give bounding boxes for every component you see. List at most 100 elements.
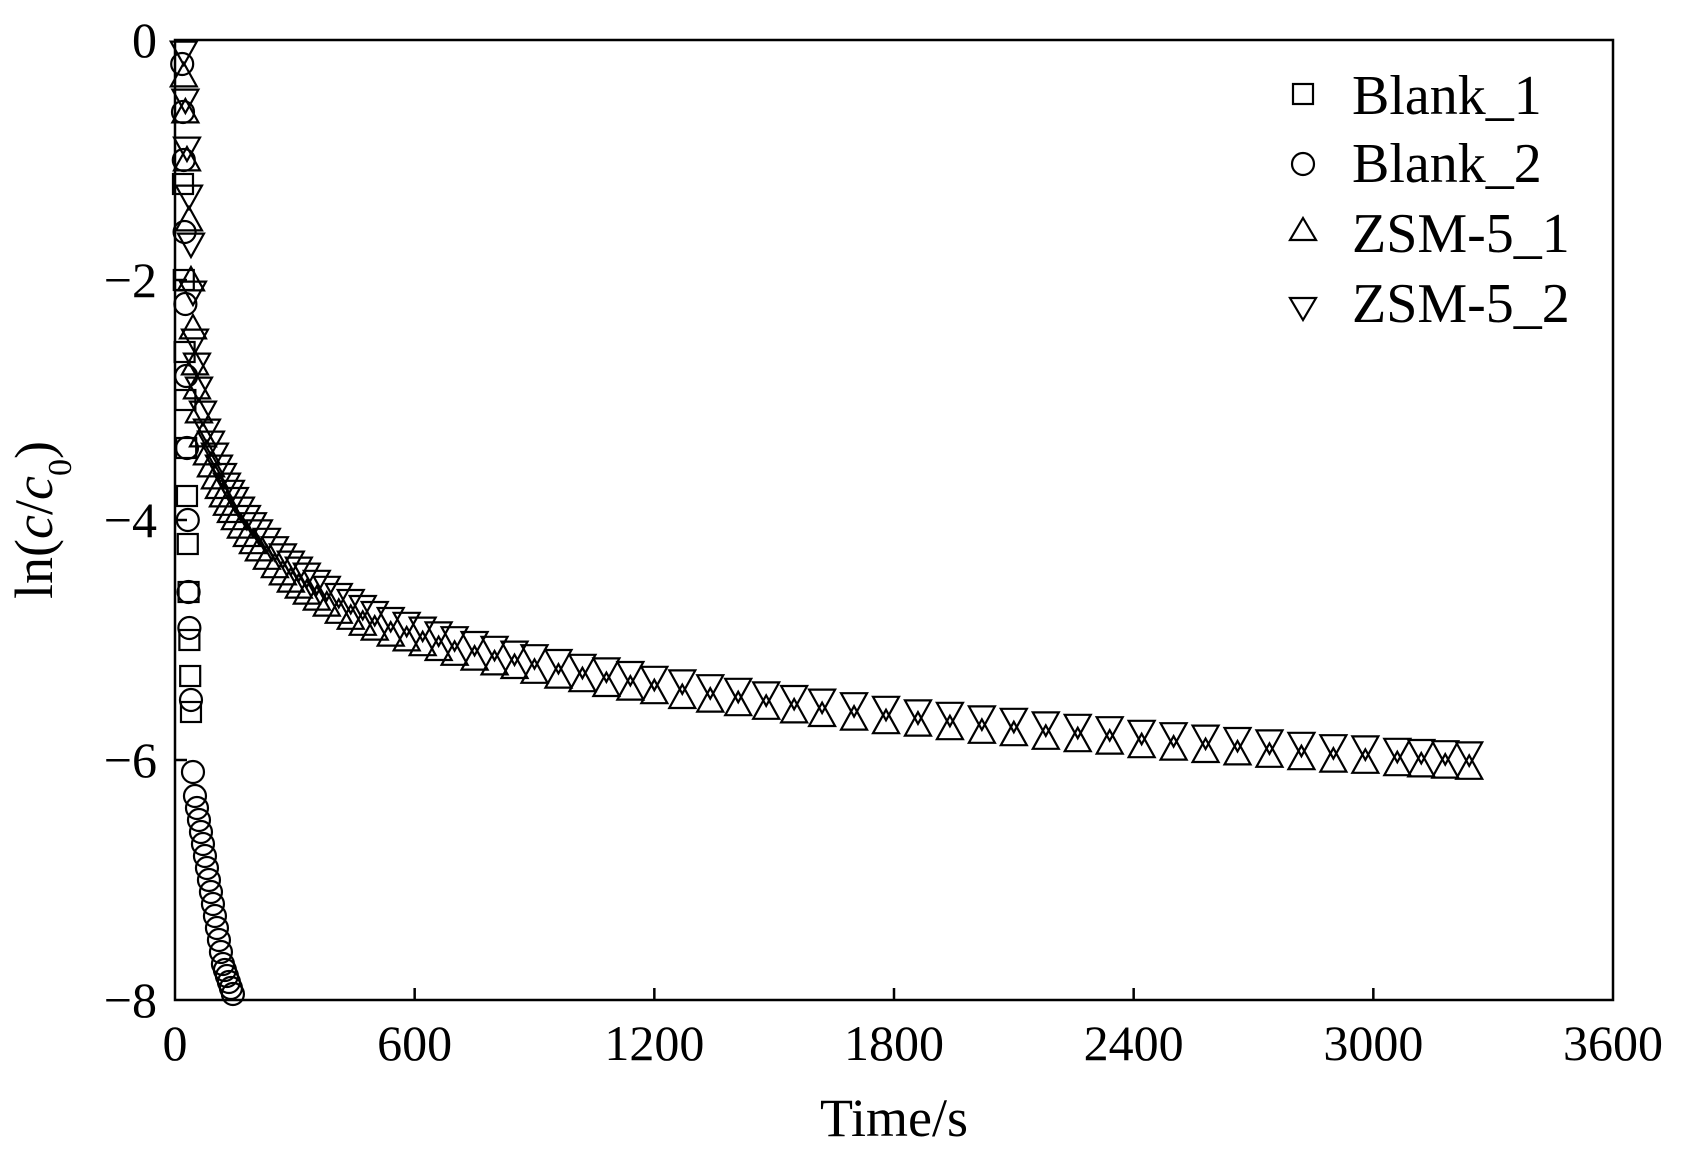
data-point — [1406, 750, 1437, 778]
data-point — [615, 660, 646, 688]
data-point — [903, 699, 933, 727]
y-tick-label: −8 — [104, 972, 157, 1028]
data-point — [174, 204, 204, 232]
data-point — [499, 640, 530, 668]
data-point — [194, 855, 220, 881]
legend-label: Blank_2 — [1352, 133, 1542, 195]
series-blank-1 — [171, 172, 203, 724]
data-point — [174, 388, 197, 412]
data-point — [168, 60, 199, 88]
data-point — [639, 665, 670, 693]
data-point — [375, 619, 406, 647]
data-point — [259, 536, 290, 563]
data-point — [935, 713, 965, 741]
legend-label: Blank_1 — [1352, 65, 1542, 127]
data-point — [177, 580, 200, 604]
legend-item-blank-2: Blank_2 — [1290, 133, 1542, 195]
legend-item-zsm-5-2: ZSM-5_2 — [1288, 273, 1570, 335]
data-point — [903, 709, 933, 737]
data-point — [1254, 741, 1285, 768]
data-point — [178, 312, 208, 340]
data-point — [423, 634, 454, 662]
data-point — [184, 795, 210, 821]
data-point — [172, 136, 202, 164]
data-point — [479, 635, 510, 663]
data-point — [439, 639, 470, 666]
data-point — [967, 705, 997, 733]
data-point — [667, 682, 698, 710]
y-tick-label: −6 — [104, 732, 157, 788]
data-point — [170, 88, 201, 116]
data-point — [176, 579, 201, 605]
data-point — [1030, 711, 1061, 739]
data-point — [1286, 743, 1317, 771]
legend-item-zsm-5-1: ZSM-5_1 — [1288, 203, 1570, 265]
data-point — [1222, 738, 1253, 766]
data-point — [1318, 734, 1349, 761]
x-axis-ticks: 0 600 1200 1800 2400 3000 3600 — [163, 988, 1663, 1071]
data-point — [196, 867, 222, 893]
data-point — [543, 661, 574, 689]
data-point — [1430, 751, 1461, 779]
data-point — [1158, 733, 1189, 761]
legend: Blank_1 Blank_2 ZSM-5_1 ZSM-5_2 — [1288, 65, 1570, 335]
data-point — [871, 695, 901, 723]
data-point — [175, 507, 200, 533]
data-point — [267, 543, 298, 571]
data-point — [1454, 753, 1485, 780]
data-point — [252, 527, 282, 555]
x-tick-label: 0 — [163, 1015, 188, 1071]
legend-marker-square — [1291, 82, 1315, 106]
data-point — [723, 689, 754, 717]
legend-label: ZSM-5_2 — [1352, 273, 1570, 335]
data-point — [499, 652, 530, 680]
data-point — [180, 759, 206, 785]
data-point — [519, 657, 550, 684]
data-point — [174, 435, 200, 461]
data-point — [1254, 729, 1285, 757]
data-point — [170, 51, 195, 77]
data-point — [168, 40, 199, 68]
data-point — [1350, 735, 1381, 763]
data-point — [839, 703, 869, 731]
data-point — [301, 569, 332, 597]
data-point — [1062, 725, 1093, 753]
x-axis-title: Time/s — [820, 1088, 968, 1148]
data-point — [323, 597, 354, 624]
data-point — [1126, 731, 1157, 759]
data-point — [176, 532, 199, 556]
data-point — [198, 879, 224, 905]
data-point — [244, 519, 274, 547]
x-tick-label: 1800 — [844, 1015, 944, 1071]
data-point — [178, 687, 204, 713]
legend-label: ZSM-5_1 — [1352, 203, 1570, 265]
data-point — [202, 903, 228, 929]
data-point — [200, 891, 226, 917]
data-point — [1190, 736, 1221, 764]
data-point — [1454, 741, 1485, 769]
data-point — [407, 629, 438, 657]
data-point — [1222, 726, 1253, 754]
series-zsm-5-2 — [168, 40, 1485, 769]
x-tick-label: 1200 — [604, 1015, 704, 1071]
data-point — [779, 684, 810, 712]
data-point — [439, 626, 470, 653]
legend-marker-triangle-down — [1288, 296, 1318, 323]
data-point — [178, 628, 201, 652]
data-point — [184, 376, 214, 404]
data-point — [1190, 724, 1221, 752]
data-point — [723, 677, 754, 705]
data-point — [1062, 713, 1093, 741]
data-point — [283, 556, 314, 584]
data-point — [1286, 731, 1317, 759]
data-point — [807, 688, 837, 716]
y-tick-label: −2 — [104, 252, 157, 308]
legend-marker-triangle-up — [1288, 215, 1318, 242]
data-point — [232, 504, 262, 532]
data-point — [479, 648, 510, 676]
series-zsm-5-1 — [168, 60, 1485, 780]
data-point — [359, 613, 390, 641]
data-point — [208, 462, 238, 490]
data-point — [1382, 749, 1413, 777]
